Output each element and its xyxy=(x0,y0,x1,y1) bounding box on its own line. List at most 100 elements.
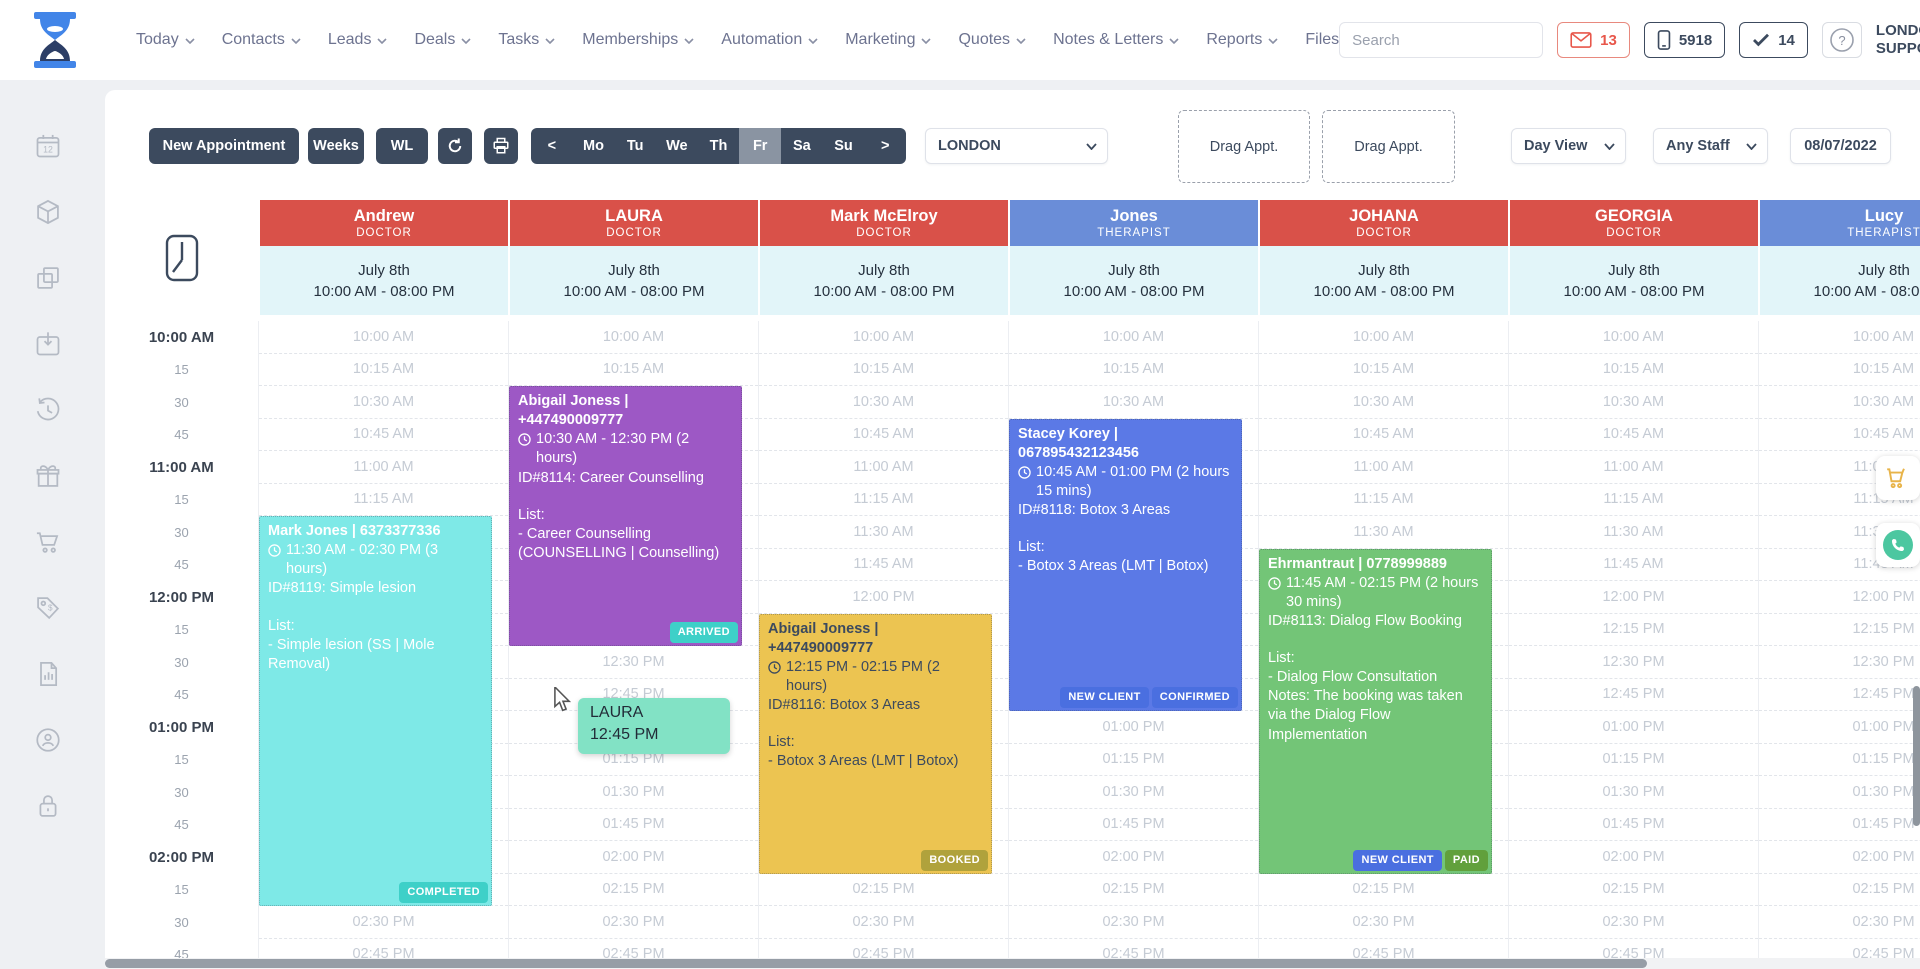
calendar-icon[interactable]: 12 xyxy=(34,132,62,160)
waitlist-button[interactable]: WL xyxy=(376,128,428,164)
time-slot-cell[interactable]: 10:15 AM xyxy=(1509,354,1758,386)
staff-name-cell[interactable]: Lucy THERAPIST xyxy=(1760,200,1920,246)
search-input[interactable] xyxy=(1340,31,1543,49)
time-slot-cell[interactable]: 10:00 AM xyxy=(1009,321,1258,354)
time-slot-cell[interactable]: 02:30 PM xyxy=(509,906,758,939)
user-sync-icon[interactable] xyxy=(34,726,62,754)
time-slot-cell[interactable]: 01:15 PM xyxy=(1009,744,1258,776)
time-slot-cell[interactable]: 01:15 PM xyxy=(509,744,758,776)
nav-item-leads[interactable]: Leads xyxy=(328,31,388,49)
whatsapp-float-button[interactable] xyxy=(1876,523,1920,567)
vertical-scrollbar-thumb[interactable] xyxy=(1913,686,1920,826)
drag-appointment-slot-1[interactable]: Drag Appt. xyxy=(1178,110,1310,183)
time-slot-cell[interactable]: 12:30 PM xyxy=(509,646,758,679)
time-slot-cell[interactable]: 01:45 PM xyxy=(1509,809,1758,841)
time-slot-cell[interactable]: 10:45 AM xyxy=(1759,419,1920,451)
time-slot-cell[interactable]: 10:15 AM xyxy=(509,354,758,386)
time-slot-cell[interactable]: 12:15 PM xyxy=(1759,614,1920,646)
time-slot-cell[interactable]: 01:30 PM xyxy=(1759,776,1920,809)
time-slot-cell[interactable]: 02:15 PM xyxy=(1009,874,1258,906)
appointment-block[interactable]: Abigail Joness | +447490009777 10:30 AM -… xyxy=(509,386,742,646)
nav-item-today[interactable]: Today xyxy=(136,31,195,49)
weekday-fr[interactable]: Fr xyxy=(739,128,782,164)
time-slot-cell[interactable]: 02:15 PM xyxy=(759,874,1008,906)
time-slot-cell[interactable]: 10:30 AM xyxy=(759,386,1008,419)
nav-item-deals[interactable]: Deals xyxy=(414,31,471,49)
view-select[interactable]: Day View xyxy=(1511,128,1626,164)
print-button[interactable] xyxy=(484,128,518,164)
time-slot-cell[interactable]: 10:30 AM xyxy=(1509,386,1758,419)
refresh-button[interactable] xyxy=(438,128,472,164)
time-slot-cell[interactable]: 01:30 PM xyxy=(1509,776,1758,809)
time-slot-cell[interactable]: 12:15 PM xyxy=(1509,614,1758,646)
weeks-button[interactable]: Weeks xyxy=(308,128,364,164)
time-slot-cell[interactable]: 12:45 PM xyxy=(1759,679,1920,711)
weekday-su[interactable]: Su xyxy=(834,138,853,154)
history-icon[interactable] xyxy=(34,396,62,424)
staff-name-cell[interactable]: Mark McElroy DOCTOR xyxy=(760,200,1008,246)
time-slot-cell[interactable]: 12:30 PM xyxy=(1759,646,1920,679)
weekday-mo[interactable]: Mo xyxy=(583,138,604,154)
time-slot-cell[interactable]: 12:00 PM xyxy=(1509,581,1758,614)
appointment-block[interactable]: Ehrmantraut | 0778999889 11:45 AM - 02:15… xyxy=(1259,548,1492,874)
time-slot-cell[interactable]: 10:15 AM xyxy=(1259,354,1508,386)
phone-badge[interactable]: 5918 xyxy=(1643,22,1726,58)
time-slot-cell[interactable]: 10:45 AM xyxy=(1259,419,1508,451)
time-slot-cell[interactable]: 10:30 AM xyxy=(1009,386,1258,419)
time-slot-cell[interactable]: 10:15 AM xyxy=(1759,354,1920,386)
horizontal-scrollbar[interactable] xyxy=(105,958,1920,969)
time-slot-cell[interactable]: 10:15 AM xyxy=(1009,354,1258,386)
appointment-block[interactable]: Abigail Joness | +447490009777 12:15 PM -… xyxy=(759,613,992,874)
nav-item-tasks[interactable]: Tasks xyxy=(498,31,555,49)
time-slot-cell[interactable]: 12:30 PM xyxy=(1509,646,1758,679)
time-slot-cell[interactable]: 11:15 AM xyxy=(259,484,508,516)
time-slot-cell[interactable]: 02:15 PM xyxy=(1259,874,1508,906)
nav-item-quotes[interactable]: Quotes xyxy=(958,31,1026,49)
time-slot-cell[interactable]: 02:30 PM xyxy=(1509,906,1758,939)
time-slot-cell[interactable]: 11:00 AM xyxy=(1509,451,1758,484)
time-slot-cell[interactable]: 02:30 PM xyxy=(759,906,1008,939)
time-slot-cell[interactable]: 01:00 PM xyxy=(1759,711,1920,744)
price-tag-icon[interactable]: $ xyxy=(34,594,62,622)
horizontal-scrollbar-thumb[interactable] xyxy=(105,959,1647,968)
time-slot-cell[interactable]: 02:00 PM xyxy=(1509,841,1758,874)
time-slot-cell[interactable]: 10:30 AM xyxy=(259,386,508,419)
time-slot-cell[interactable]: 11:30 AM xyxy=(1509,516,1758,549)
time-slot-cell[interactable]: 11:15 AM xyxy=(1509,484,1758,516)
time-slot-cell[interactable]: 02:30 PM xyxy=(259,906,508,939)
time-slot-cell[interactable]: 02:30 PM xyxy=(1009,906,1258,939)
staff-name-cell[interactable]: JOHANA DOCTOR xyxy=(1260,200,1508,246)
time-slot-cell[interactable]: 01:15 PM xyxy=(1759,744,1920,776)
time-slot-cell[interactable]: 01:30 PM xyxy=(1009,776,1258,809)
tasks-badge[interactable]: 14 xyxy=(1739,22,1808,58)
staff-name-cell[interactable]: Andrew DOCTOR xyxy=(260,200,508,246)
lock-icon[interactable] xyxy=(34,792,62,820)
staff-select[interactable]: Any Staff xyxy=(1653,128,1768,164)
time-slot-cell[interactable]: 11:45 AM xyxy=(1509,549,1758,581)
time-slot-cell[interactable]: 12:00 PM xyxy=(1759,581,1920,614)
time-slot-cell[interactable]: 02:30 PM xyxy=(1759,906,1920,939)
time-slot-cell[interactable]: 10:00 AM xyxy=(1759,321,1920,354)
nav-item-contacts[interactable]: Contacts xyxy=(222,31,301,49)
weekday-th[interactable]: Th xyxy=(709,138,728,154)
appointment-block[interactable]: Stacey Korey | 067895432123456 10:45 AM -… xyxy=(1009,418,1242,711)
location-select[interactable]: LONDON xyxy=(925,128,1108,164)
staff-name-cell[interactable]: Jones THERAPIST xyxy=(1010,200,1258,246)
messages-badge[interactable]: 13 xyxy=(1557,22,1630,58)
time-slot-cell[interactable]: 12:00 PM xyxy=(759,581,1008,614)
cart-float-button[interactable] xyxy=(1876,456,1920,500)
report-icon[interactable] xyxy=(34,660,62,688)
cart-icon[interactable] xyxy=(34,528,62,556)
time-slot-cell[interactable]: 02:15 PM xyxy=(509,874,758,906)
time-slot-cell[interactable]: 11:00 AM xyxy=(259,451,508,484)
nav-item-automation[interactable]: Automation xyxy=(721,31,818,49)
drag-appointment-slot-2[interactable]: Drag Appt. xyxy=(1322,110,1455,183)
weekday-tu[interactable]: Tu xyxy=(626,138,644,154)
time-slot-cell[interactable]: 01:45 PM xyxy=(509,809,758,841)
time-slot-cell[interactable]: 11:45 AM xyxy=(759,549,1008,581)
time-slot-cell[interactable]: 11:15 AM xyxy=(759,484,1008,516)
time-slot-cell[interactable]: 01:15 PM xyxy=(1509,744,1758,776)
time-slot-cell[interactable]: 10:15 AM xyxy=(759,354,1008,386)
time-slot-cell[interactable]: 10:45 AM xyxy=(1509,419,1758,451)
help-button[interactable]: ? xyxy=(1821,22,1862,58)
